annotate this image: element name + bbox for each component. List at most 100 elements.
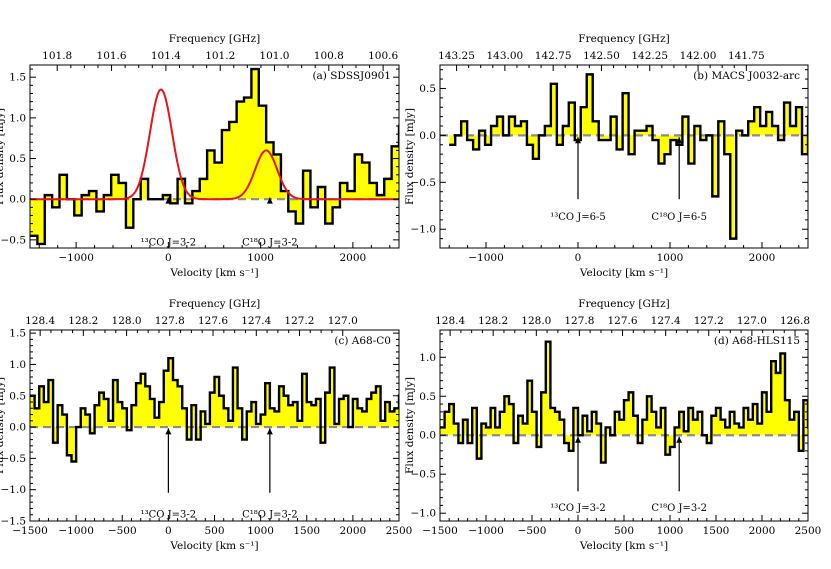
channel-fill [771, 361, 777, 436]
channel-fill [467, 135, 474, 141]
channel-fill [140, 178, 149, 200]
channel-fill [242, 427, 248, 440]
channel-fill [637, 435, 643, 444]
channel-fill [108, 420, 114, 428]
channel-fill [739, 427, 744, 436]
y-tick-label: 0.0 [419, 430, 436, 442]
x-tick-label: 500 [614, 525, 634, 537]
channel-fill [453, 423, 459, 436]
channel-fill [256, 423, 261, 428]
channel-fill [71, 427, 77, 462]
channel-fill [582, 415, 588, 436]
channel-fill [559, 419, 565, 436]
channel-fill [730, 135, 737, 239]
channel-fill [89, 191, 97, 200]
channel-fill [592, 121, 599, 136]
channel-fill [145, 386, 151, 428]
channel-fill [532, 411, 537, 436]
channel-fill [803, 400, 808, 436]
channel-fill [510, 187, 518, 199]
channel-fill [126, 427, 132, 431]
top-tick-label: 100.8 [314, 50, 344, 62]
channel-fill [59, 174, 68, 200]
channel-fill [616, 135, 623, 150]
channel-fill [451, 199, 459, 203]
x-tick-label: 1000 [657, 252, 684, 264]
channel-fill [716, 407, 721, 436]
channel-fill [752, 404, 758, 436]
top-tick-label: 101.6 [97, 50, 127, 62]
channel-fill [30, 395, 35, 428]
channel-fill [826, 112, 831, 135]
x-tick-label: 0 [575, 525, 582, 537]
channel-fill [622, 93, 629, 136]
y-tick-label: 0.5 [419, 391, 436, 403]
top-tick-label: 128.4 [25, 315, 55, 327]
channel-fill [784, 102, 791, 136]
channel-fill [449, 404, 455, 436]
channel-fill [700, 135, 707, 141]
channel-fill [486, 427, 491, 436]
channel-fill [620, 175, 628, 199]
channel-fill [302, 373, 308, 428]
top-tick-label: 126.8 [780, 315, 810, 327]
channel-fill [674, 427, 680, 436]
channel-fill [724, 135, 731, 155]
top-tick-label: 143.25 [438, 50, 475, 62]
channel-fill [103, 195, 112, 200]
channel-fill [725, 427, 731, 436]
channel-fill [591, 411, 597, 436]
arrow-head-icon [676, 137, 683, 144]
y-axis-title: Flux density [mJy] [0, 377, 6, 474]
channel-fill [44, 195, 53, 200]
x-tick-label: 1000 [657, 525, 684, 537]
channel-fill [74, 199, 82, 216]
x-tick-label: 2500 [386, 525, 413, 537]
channel-fill [743, 407, 749, 436]
channel-fill [664, 135, 671, 155]
channel-fill [384, 178, 392, 200]
channel-fill [209, 392, 215, 428]
top-tick-label: 127.0 [328, 315, 358, 327]
channel-fill [357, 408, 363, 428]
line-label: C¹⁸O J=6-5 [651, 212, 707, 223]
channel-fill [794, 411, 800, 436]
y-tick-label: −0.5 [1, 453, 27, 465]
y-tick-label: −1.0 [1, 484, 27, 496]
channel-fill [541, 392, 547, 436]
x-tick-label: 2000 [749, 525, 776, 537]
channel-fill [780, 353, 786, 436]
x-tick-label: 1000 [247, 525, 274, 537]
channel-fill [371, 392, 377, 428]
channel-fill [177, 178, 186, 200]
channel-fill [347, 191, 356, 200]
channel-fill [480, 199, 488, 211]
top-tick-label: 101.2 [205, 50, 235, 62]
arrow-head-icon [165, 428, 172, 435]
x-tick-label: 2500 [795, 525, 822, 537]
channel-fill [527, 380, 533, 436]
y-tick-label: 0.5 [9, 390, 26, 402]
channel-fill [463, 419, 468, 436]
channel-fill [465, 175, 473, 199]
arrow-head-icon [266, 197, 273, 204]
channel-fill [343, 395, 349, 428]
channel-fill [488, 187, 496, 199]
channel-fill [502, 171, 510, 199]
plot-frame [29, 64, 400, 249]
channel-fill [760, 126, 767, 136]
top-tick-label: 127.2 [284, 315, 314, 327]
channel-fill [491, 126, 498, 136]
y-tick-label: −0.5 [411, 469, 437, 481]
channel-fill [536, 435, 542, 447]
channel-fill [490, 407, 496, 436]
channel-fill [775, 372, 781, 436]
channel-fill [192, 191, 201, 200]
channel-fill [785, 400, 790, 436]
channel-fill [652, 135, 659, 141]
y-tick-label: −1.5 [1, 516, 27, 528]
panel-3: −1500 −1000 −500 0 500 1000 1500 2000 2500 −1.0 −0… [404, 298, 821, 552]
x-tick-label: −1000 [468, 525, 504, 537]
channel-fill [790, 126, 797, 136]
channel-fill [288, 405, 294, 428]
